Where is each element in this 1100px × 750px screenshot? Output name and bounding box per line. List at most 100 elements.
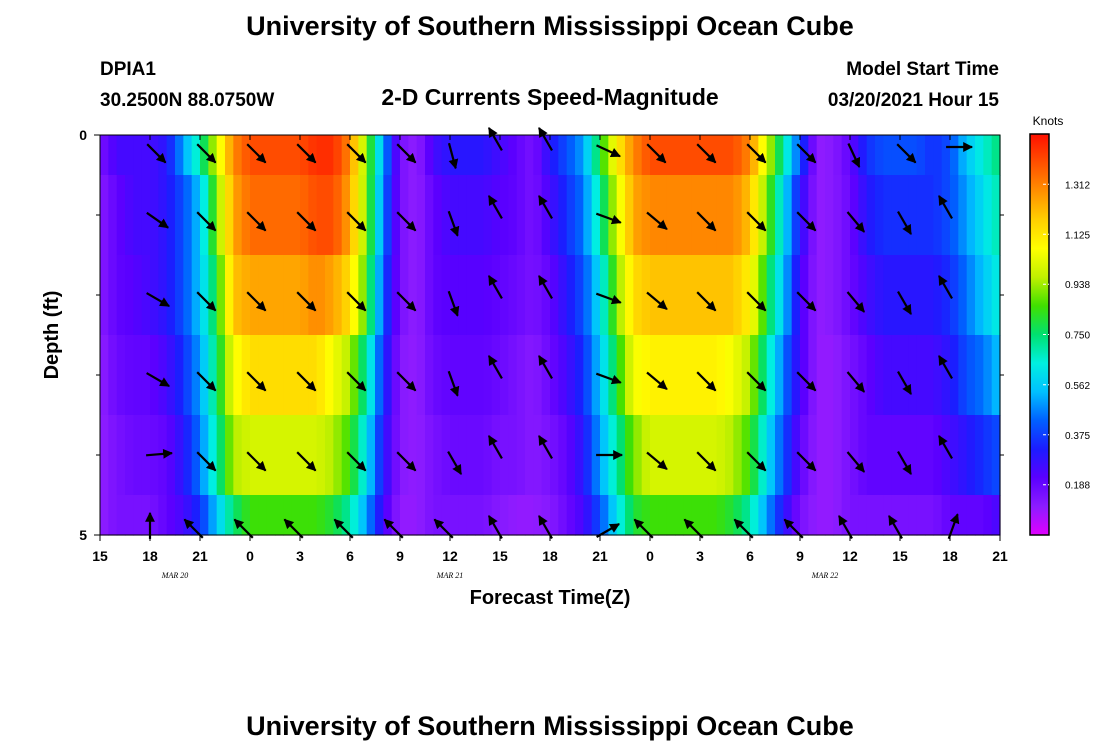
heatmap-cell (591, 495, 601, 536)
heatmap-cell (175, 415, 184, 496)
heatmap-cell (450, 255, 459, 336)
heatmap-cell (966, 255, 976, 336)
heatmap-cell (258, 495, 268, 536)
heatmap-cell (833, 175, 843, 256)
heatmap-cell (600, 255, 609, 336)
heatmap-cell (883, 255, 893, 336)
heatmap-cell (725, 335, 734, 416)
current-vector (246, 451, 267, 472)
heatmap-cell (108, 175, 118, 256)
heatmap-cell (566, 335, 576, 416)
heatmap-cell (475, 495, 484, 536)
x-tick-label: 9 (396, 548, 404, 564)
current-vector (396, 143, 417, 164)
colorbar-tick-label: 0.375 (1065, 431, 1090, 442)
heatmap-cell (658, 495, 668, 536)
heatmap-cell (566, 495, 576, 536)
heatmap-cell (433, 135, 443, 176)
heatmap-cell (891, 415, 901, 496)
heatmap-cell (283, 335, 293, 416)
heatmap-cell (250, 335, 259, 416)
heatmap-cell (175, 135, 184, 176)
heatmap-cell (566, 415, 576, 496)
heatmap-cell (366, 175, 376, 256)
heatmap-cell (100, 495, 109, 536)
heatmap-cell (750, 175, 759, 256)
heatmap-cell (750, 495, 759, 536)
heatmap-cell (475, 335, 484, 416)
heatmap-cell (325, 135, 334, 176)
heatmap-cell (391, 335, 401, 416)
heatmap-cell (316, 255, 326, 336)
heatmap-cell (583, 335, 593, 416)
heatmap-cell (300, 415, 309, 496)
heatmap-cell (633, 415, 643, 496)
heatmap-cell (675, 135, 684, 176)
heatmap-cell (275, 135, 284, 176)
heatmap-cell (383, 135, 393, 176)
heatmap-cell (775, 335, 784, 416)
current-vector (646, 371, 668, 391)
heatmap-cell (608, 495, 618, 536)
heatmap-cell (400, 335, 409, 416)
heatmap-cell (216, 175, 226, 256)
heatmap-plot (99, 127, 1001, 540)
colorbar-tick-label: 1.312 (1065, 180, 1090, 191)
heatmap-cell (533, 135, 543, 176)
heatmap-cell (866, 335, 876, 416)
heatmap-cell (850, 335, 859, 416)
current-vector (646, 143, 667, 164)
current-vector (938, 435, 953, 459)
heatmap-cell (891, 255, 901, 336)
heatmap-cell (375, 255, 384, 336)
x-date-label: MAR 22 (811, 571, 838, 580)
heatmap-cell (100, 255, 109, 336)
heatmap-cell (241, 335, 251, 416)
heatmap-cell (266, 135, 276, 176)
heatmap-cell (633, 135, 643, 176)
heatmap-cell (666, 335, 676, 416)
heatmap-cell (441, 255, 451, 336)
heatmap-cell (116, 335, 126, 416)
heatmap-cell (866, 175, 876, 256)
current-vector (246, 211, 267, 232)
heatmap-cell (933, 415, 943, 496)
heatmap-cell (333, 335, 343, 416)
current-vector (897, 451, 912, 475)
heatmap-cell (391, 495, 401, 536)
heatmap-cell (575, 175, 584, 256)
heatmap-cell (725, 495, 734, 536)
heatmap-cell (383, 335, 393, 416)
colorbar-ticks: 0.188 0.375 0.562 0.750 0.938 1.125 1.312 (1043, 180, 1090, 492)
heatmap-cell (416, 335, 426, 416)
heatmap-cell (441, 415, 451, 496)
heatmap-cell (250, 175, 259, 256)
current-vector (346, 371, 367, 392)
heatmap-cell (975, 415, 984, 496)
x-tick-label: 21 (592, 548, 608, 564)
heatmap-cell (150, 135, 159, 176)
current-vector (296, 143, 317, 164)
heatmap-cell (775, 175, 784, 256)
heatmap-cell (216, 495, 226, 536)
heatmap-cell (483, 415, 493, 496)
heatmap-cell (916, 175, 926, 256)
heatmap-cell (566, 135, 576, 176)
heatmap-cell (991, 335, 1001, 416)
heatmap-cell (350, 135, 359, 176)
heatmap-cell (500, 335, 509, 416)
heatmap-cell (291, 415, 301, 496)
heatmap-cell (791, 495, 801, 536)
heatmap-cell (350, 175, 359, 256)
heatmap-cell (250, 415, 259, 496)
heatmap-cell (750, 135, 759, 176)
current-vector (538, 435, 553, 459)
heatmap-cell (800, 335, 809, 416)
heatmap-cell (283, 495, 293, 536)
heatmap-cell (725, 175, 734, 256)
heatmap-cell (733, 495, 743, 536)
heatmap-cell (358, 255, 368, 336)
heatmap-cell (558, 335, 568, 416)
heatmap-cell (358, 415, 368, 496)
heatmap-cell (566, 175, 576, 256)
